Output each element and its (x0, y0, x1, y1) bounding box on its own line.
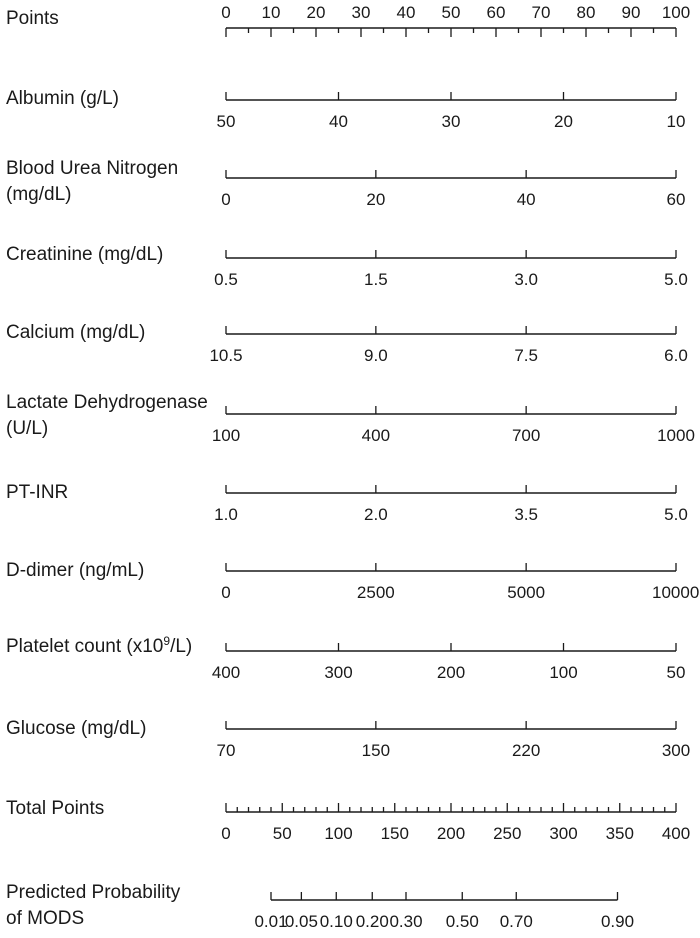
lactate-dehydrogenase-tick-label: 100 (212, 426, 240, 445)
lactate-dehydrogenase-label-line-1: Lactate Dehydrogenase (6, 392, 208, 413)
d-dimer-ng-ml-label: D-dimer (ng/mL) (6, 560, 144, 581)
probability-tick-label: 0.30 (389, 912, 422, 931)
blood-urea-nitrogen-label-line-2: (mg/dL) (6, 184, 71, 205)
pt-inr-tick-label: 1.0 (214, 505, 238, 524)
platelet-count-x109-l-tick-label: 100 (549, 663, 577, 682)
probability-tick-label: 0.01 (254, 912, 287, 931)
creatinine-mg-dl-tick-label: 0.5 (214, 270, 238, 289)
total-points-tick-label: 200 (437, 824, 465, 843)
pt-inr-tick-label: 2.0 (364, 505, 388, 524)
platelet-count-x109-l-tick-label: 400 (212, 663, 240, 682)
calcium-mg-dl-tick-label: 10.5 (209, 346, 242, 365)
glucose-mg-dl-tick-label: 220 (512, 741, 540, 760)
points-tick-label: 70 (532, 3, 551, 22)
points-tick-label: 90 (622, 3, 641, 22)
probability-tick-label: 0.50 (446, 912, 479, 931)
total-points-tick-label: 50 (273, 824, 292, 843)
probability-label-line-1: Predicted Probability (6, 882, 181, 903)
platelet-count-x109-l-tick-label: 300 (324, 663, 352, 682)
probability-tick-label: 0.05 (285, 912, 318, 931)
points-tick-label: 60 (487, 3, 506, 22)
albumin-g-l-tick-label: 20 (554, 112, 573, 131)
probability-tick-label: 0.10 (320, 912, 353, 931)
creatinine-mg-dl-tick-label: 3.0 (514, 270, 538, 289)
pt-inr-label: PT-INR (6, 482, 68, 503)
points-tick-label: 100 (662, 3, 690, 22)
lactate-dehydrogenase-tick-label: 400 (362, 426, 390, 445)
d-dimer-ng-ml-tick-label: 10000 (652, 583, 699, 602)
lactate-dehydrogenase-label-line-2: (U/L) (6, 418, 48, 439)
albumin-g-l-tick-label: 10 (667, 112, 686, 131)
d-dimer-ng-ml-tick-label: 2500 (357, 583, 395, 602)
probability-label-line-2: of MODS (6, 908, 84, 929)
probability-tick-label: 0.70 (500, 912, 533, 931)
calcium-mg-dl-tick-label: 6.0 (664, 346, 688, 365)
platelet-count-x109-l-tick-label: 200 (437, 663, 465, 682)
pt-inr-tick-label: 5.0 (664, 505, 688, 524)
calcium-mg-dl-tick-label: 7.5 (514, 346, 538, 365)
creatinine-mg-dl-tick-label: 5.0 (664, 270, 688, 289)
albumin-g-l-tick-label: 40 (329, 112, 348, 131)
lactate-dehydrogenase-tick-label: 700 (512, 426, 540, 445)
points-tick-label: 10 (262, 3, 281, 22)
total-points-tick-label: 400 (662, 824, 690, 843)
total-points-label: Total Points (6, 798, 104, 819)
glucose-mg-dl-tick-label: 150 (362, 741, 390, 760)
points-label: Points (6, 8, 59, 29)
creatinine-mg-dl-label: Creatinine (mg/dL) (6, 244, 163, 265)
blood-urea-nitrogen-tick-label: 60 (667, 190, 686, 209)
glucose-mg-dl-label: Glucose (mg/dL) (6, 718, 146, 739)
d-dimer-ng-ml-tick-label: 0 (221, 583, 230, 602)
points-tick-label: 80 (577, 3, 596, 22)
total-points-tick-label: 100 (324, 824, 352, 843)
blood-urea-nitrogen-tick-label: 40 (517, 190, 536, 209)
probability-tick-label: 0.90 (601, 912, 634, 931)
total-points-tick-label: 350 (606, 824, 634, 843)
points-tick-label: 50 (442, 3, 461, 22)
probability-tick-label: 0.20 (356, 912, 389, 931)
blood-urea-nitrogen-label-line-1: Blood Urea Nitrogen (6, 158, 178, 179)
glucose-mg-dl-tick-label: 70 (217, 741, 236, 760)
blood-urea-nitrogen-tick-label: 0 (221, 190, 230, 209)
total-points-tick-label: 0 (221, 824, 230, 843)
d-dimer-ng-ml-tick-label: 5000 (507, 583, 545, 602)
platelet-count-x109-l-tick-label: 50 (667, 663, 686, 682)
total-points-tick-label: 300 (549, 824, 577, 843)
points-tick-label: 20 (307, 3, 326, 22)
points-tick-label: 30 (352, 3, 371, 22)
pt-inr-tick-label: 3.5 (514, 505, 538, 524)
platelet-count-x109-l-label: Platelet count (x109/L) (6, 634, 192, 657)
glucose-mg-dl-tick-label: 300 (662, 741, 690, 760)
albumin-g-l-label: Albumin (g/L) (6, 88, 119, 109)
blood-urea-nitrogen-tick-label: 20 (366, 190, 385, 209)
lactate-dehydrogenase-tick-label: 1000 (657, 426, 695, 445)
creatinine-mg-dl-tick-label: 1.5 (364, 270, 388, 289)
points-tick-label: 40 (397, 3, 416, 22)
calcium-mg-dl-tick-label: 9.0 (364, 346, 388, 365)
albumin-g-l-tick-label: 30 (442, 112, 461, 131)
calcium-mg-dl-label: Calcium (mg/dL) (6, 322, 145, 343)
total-points-tick-label: 250 (493, 824, 521, 843)
points-tick-label: 0 (221, 3, 230, 22)
total-points-tick-label: 150 (381, 824, 409, 843)
albumin-g-l-tick-label: 50 (217, 112, 236, 131)
